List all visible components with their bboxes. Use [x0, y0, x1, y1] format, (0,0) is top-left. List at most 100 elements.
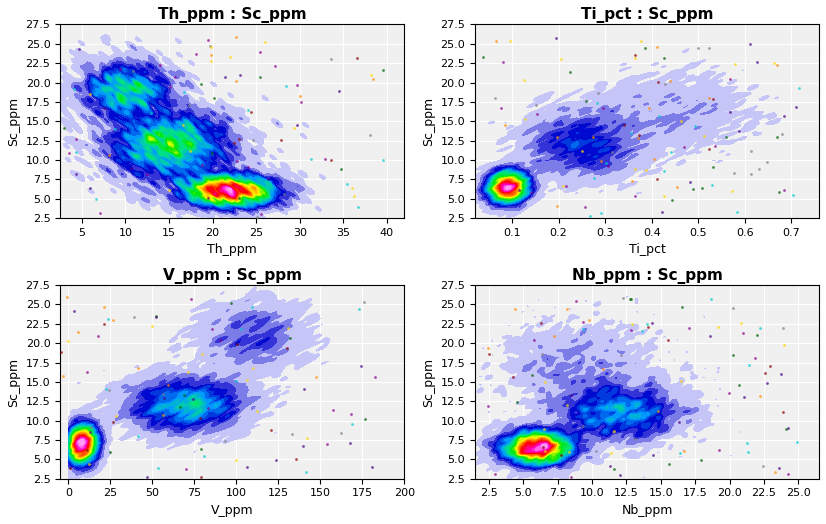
- Point: [657, 167, 671, 175]
- Point: [512, 186, 525, 194]
- Point: [333, 87, 346, 95]
- Point: [184, 295, 197, 303]
- Point: [781, 424, 795, 432]
- Point: [126, 67, 140, 75]
- Point: [264, 426, 278, 434]
- Point: [207, 94, 221, 102]
- Point: [750, 330, 763, 339]
- Point: [358, 414, 372, 423]
- Point: [363, 131, 377, 139]
- Title: Nb_ppm : Sc_ppm: Nb_ppm : Sc_ppm: [572, 268, 723, 283]
- Point: [232, 194, 245, 202]
- Point: [647, 451, 660, 459]
- Point: [168, 72, 181, 81]
- Point: [776, 408, 789, 416]
- Point: [643, 104, 656, 112]
- Point: [736, 329, 749, 337]
- Point: [104, 447, 117, 456]
- Point: [246, 136, 259, 144]
- Point: [205, 51, 218, 60]
- Point: [625, 320, 638, 329]
- Point: [726, 351, 739, 359]
- Point: [254, 47, 267, 56]
- Point: [653, 112, 666, 120]
- Point: [230, 156, 244, 165]
- Y-axis label: Sc_ppm: Sc_ppm: [422, 357, 434, 407]
- Point: [83, 184, 97, 192]
- Point: [578, 203, 591, 211]
- Point: [767, 59, 780, 68]
- Point: [624, 295, 637, 303]
- Point: [584, 212, 597, 221]
- Point: [107, 418, 120, 426]
- Point: [477, 53, 490, 61]
- Point: [577, 318, 590, 326]
- Point: [250, 213, 263, 221]
- Point: [635, 327, 648, 335]
- Point: [58, 124, 71, 132]
- Point: [205, 57, 218, 66]
- Point: [778, 341, 791, 350]
- Point: [772, 463, 786, 472]
- Title: Ti_pct : Sc_ppm: Ti_pct : Sc_ppm: [581, 7, 713, 23]
- Point: [489, 470, 502, 478]
- Point: [672, 418, 686, 426]
- Point: [590, 446, 603, 455]
- Point: [124, 165, 137, 173]
- Point: [606, 428, 620, 436]
- Point: [482, 402, 495, 410]
- Point: [651, 174, 664, 183]
- Point: [194, 473, 207, 482]
- X-axis label: Th_ppm: Th_ppm: [207, 244, 257, 256]
- Point: [539, 378, 552, 387]
- Point: [629, 54, 642, 62]
- Point: [195, 445, 208, 454]
- Point: [530, 110, 544, 118]
- Point: [674, 376, 687, 385]
- Point: [639, 166, 653, 174]
- Point: [535, 350, 548, 358]
- Point: [241, 162, 254, 171]
- Point: [195, 161, 208, 169]
- Point: [261, 175, 274, 183]
- Point: [772, 188, 786, 196]
- Point: [177, 88, 190, 96]
- Point: [786, 190, 800, 199]
- Point: [140, 473, 154, 481]
- Point: [214, 336, 227, 344]
- Point: [564, 391, 577, 399]
- Point: [624, 326, 638, 335]
- Point: [281, 344, 294, 353]
- Point: [591, 89, 605, 97]
- Point: [596, 364, 610, 373]
- Point: [102, 315, 115, 323]
- Point: [178, 391, 191, 399]
- Point: [69, 135, 83, 143]
- Point: [563, 68, 577, 76]
- Point: [259, 38, 272, 46]
- Point: [490, 37, 503, 46]
- Point: [673, 449, 686, 457]
- Point: [173, 403, 187, 411]
- Point: [341, 180, 354, 188]
- Point: [283, 334, 297, 343]
- Point: [695, 456, 708, 464]
- Point: [297, 385, 311, 393]
- Point: [529, 101, 543, 110]
- Point: [183, 101, 196, 109]
- Point: [742, 447, 755, 456]
- Point: [301, 433, 314, 442]
- Point: [334, 429, 347, 437]
- Point: [778, 112, 791, 120]
- Point: [648, 155, 661, 163]
- Point: [569, 297, 582, 305]
- Point: [683, 178, 696, 187]
- Point: [729, 60, 742, 68]
- Point: [503, 37, 516, 45]
- Point: [368, 373, 382, 381]
- Y-axis label: Sc_ppm: Sc_ppm: [7, 357, 20, 407]
- Point: [376, 156, 389, 164]
- Point: [760, 379, 773, 387]
- Point: [629, 434, 642, 443]
- Point: [665, 148, 678, 156]
